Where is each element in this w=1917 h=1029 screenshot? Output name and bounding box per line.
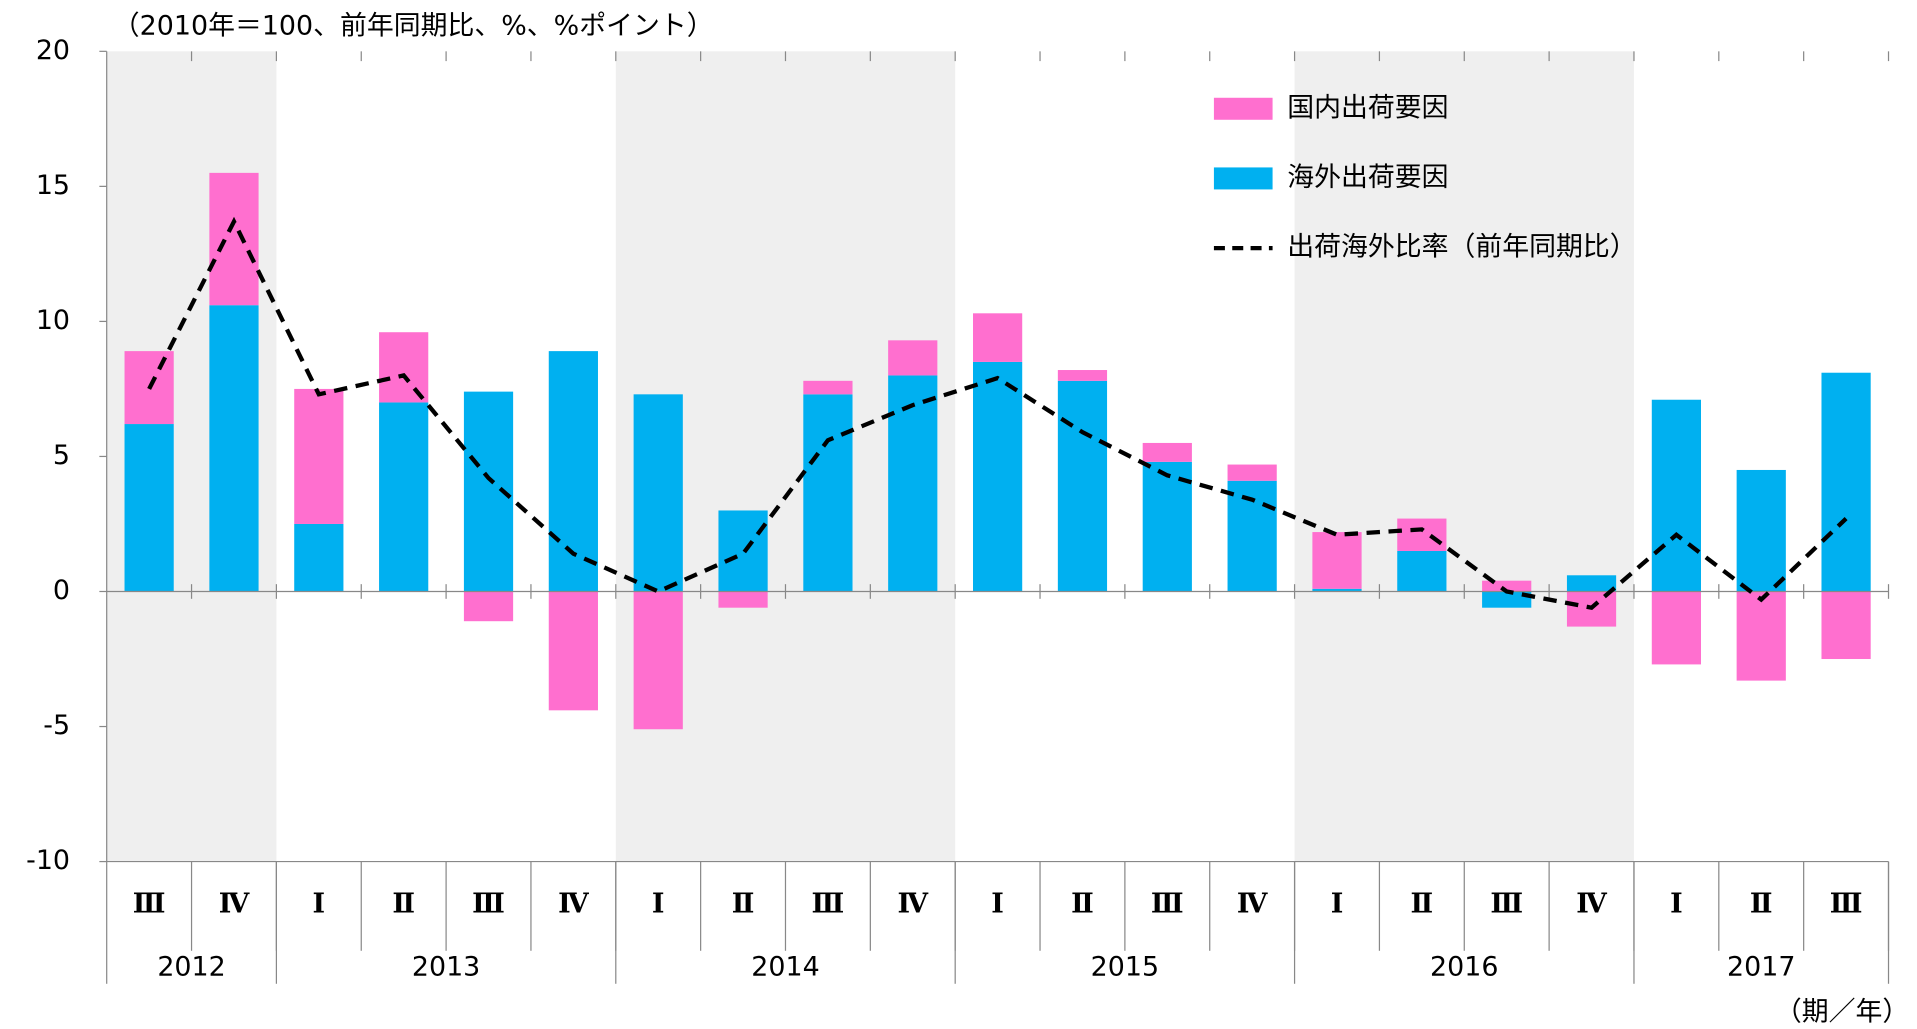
x-tick-label: Ⅱ	[732, 889, 755, 920]
bar	[1312, 532, 1362, 589]
bar	[124, 424, 174, 592]
y-tick-label: 15	[36, 170, 70, 201]
year-label: 2012	[157, 951, 225, 982]
bar	[1482, 591, 1532, 608]
x-tick-label: Ⅳ	[558, 889, 589, 920]
bar	[1397, 518, 1447, 551]
bar	[1227, 464, 1277, 481]
bar	[1397, 550, 1447, 592]
legend-label: 国内出荷要因	[1287, 92, 1448, 123]
bar	[379, 332, 429, 403]
x-tick-label: Ⅲ	[1490, 889, 1523, 920]
bar	[1821, 372, 1871, 592]
bar	[1821, 591, 1871, 660]
y-tick-label: 20	[36, 35, 70, 66]
bar	[1227, 480, 1277, 592]
legend-label: 海外出荷要因	[1287, 162, 1448, 193]
bar	[1057, 370, 1108, 381]
x-tick-label: Ⅰ	[1670, 889, 1683, 920]
x-tick-label: Ⅲ	[1151, 889, 1184, 920]
bar	[888, 375, 938, 592]
x-tick-label: Ⅳ	[219, 889, 250, 920]
bar	[463, 591, 514, 622]
bar	[294, 523, 344, 592]
x-unit: （期／年）	[1775, 997, 1909, 1028]
year-label: 2014	[751, 951, 819, 982]
bar	[1736, 469, 1786, 592]
year-label: 2017	[1727, 951, 1795, 982]
x-tick-label: Ⅲ	[133, 889, 166, 920]
x-tick-label: Ⅲ	[472, 889, 505, 920]
legend-swatch	[1213, 97, 1273, 120]
chart-title: （2010年＝100、前年同期比、%、%ポイント）	[113, 10, 714, 41]
x-tick-label: Ⅲ	[1830, 889, 1863, 920]
bar	[803, 380, 853, 395]
legend-label: 出荷海外比率（前年同期比）	[1287, 232, 1636, 263]
bar	[973, 361, 1023, 592]
year-label: 2013	[412, 951, 480, 982]
x-tick-label: Ⅰ	[313, 889, 326, 920]
bar	[633, 591, 683, 730]
year-label: 2015	[1091, 951, 1159, 982]
x-tick-label: Ⅱ	[1071, 889, 1094, 920]
shaded-band	[1294, 51, 1634, 862]
y-tick-label: -10	[26, 845, 70, 876]
bar	[1736, 591, 1786, 681]
y-tick-label: -5	[43, 710, 70, 741]
x-tick-label: Ⅳ	[1237, 889, 1268, 920]
y-tick-label: 0	[53, 575, 70, 606]
x-tick-label: Ⅳ	[1576, 889, 1607, 920]
bar	[633, 394, 683, 592]
x-tick-label: Ⅲ	[812, 889, 845, 920]
bar	[294, 388, 344, 524]
x-tick-label: Ⅰ	[991, 889, 1004, 920]
y-tick-label: 5	[53, 440, 70, 471]
x-tick-label: Ⅳ	[898, 889, 929, 920]
bar	[209, 305, 259, 592]
bar	[379, 402, 429, 592]
bar	[1057, 380, 1108, 592]
bar	[1482, 580, 1532, 592]
bar	[1142, 442, 1192, 462]
x-tick-label: Ⅱ	[392, 889, 415, 920]
bar	[1142, 461, 1192, 592]
year-label: 2016	[1430, 951, 1498, 982]
line-series	[147, 216, 1848, 610]
bar	[1312, 588, 1362, 592]
bar	[718, 591, 768, 608]
legend-swatch	[1213, 167, 1273, 190]
x-tick-label: Ⅰ	[652, 889, 665, 920]
y-tick-label: 10	[36, 305, 70, 336]
bar	[1566, 575, 1617, 592]
bar	[209, 172, 259, 306]
bar	[803, 394, 853, 592]
bar	[1651, 399, 1701, 592]
x-tick-label: Ⅰ	[1331, 889, 1344, 920]
x-tick-label: Ⅱ	[1750, 889, 1773, 920]
bar	[888, 340, 938, 376]
x-tick-label: Ⅱ	[1411, 889, 1434, 920]
bar	[973, 313, 1023, 362]
bar	[1651, 591, 1701, 665]
bar	[548, 591, 598, 711]
